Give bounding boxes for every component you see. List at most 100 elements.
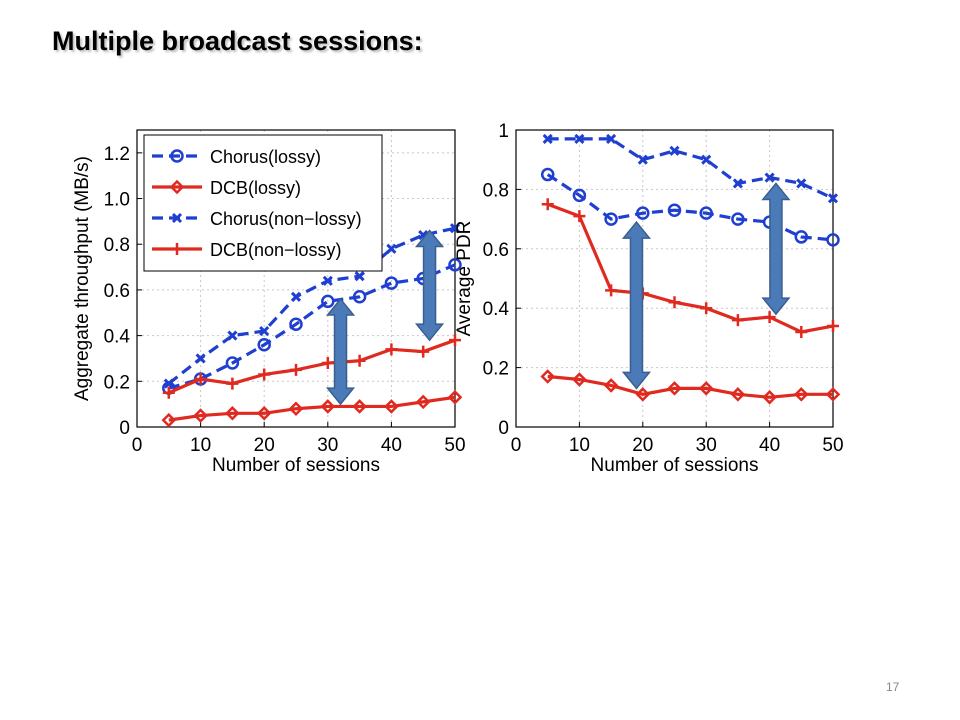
data-point bbox=[257, 338, 271, 352]
data-point bbox=[572, 188, 587, 203]
data-point bbox=[763, 311, 776, 324]
data-point bbox=[699, 206, 713, 220]
series-line bbox=[547, 137, 834, 200]
data-point bbox=[353, 354, 366, 367]
x-tick-label: 10 bbox=[569, 435, 590, 456]
data-point bbox=[259, 325, 270, 337]
series-line bbox=[168, 395, 456, 422]
data-point bbox=[258, 368, 271, 381]
double-arrow bbox=[621, 220, 652, 390]
data-point bbox=[352, 290, 367, 304]
series-line bbox=[167, 226, 456, 385]
data-point bbox=[700, 302, 713, 315]
legend-marker bbox=[171, 243, 183, 255]
data-point bbox=[827, 320, 839, 333]
data-point bbox=[195, 353, 206, 364]
series-line bbox=[168, 338, 456, 395]
data-point bbox=[825, 387, 841, 402]
data-point bbox=[730, 387, 746, 402]
data-point bbox=[635, 387, 651, 402]
x-axis-label: Number of sessions bbox=[212, 455, 380, 476]
data-point bbox=[226, 377, 239, 390]
data-point bbox=[162, 386, 175, 399]
data-point bbox=[572, 372, 587, 387]
series-line bbox=[546, 173, 834, 242]
data-point bbox=[447, 390, 463, 405]
data-point bbox=[796, 178, 807, 189]
y-tick-label: 0.8 bbox=[483, 180, 509, 201]
x-tick-label: 20 bbox=[632, 435, 653, 456]
y-tick-label: 0.4 bbox=[483, 299, 510, 320]
data-point bbox=[573, 210, 586, 223]
data-point bbox=[448, 258, 462, 272]
y-axis-label: Aggregate throughput (MB/s) bbox=[72, 156, 93, 401]
data-point bbox=[386, 243, 397, 254]
legend-marker bbox=[171, 212, 183, 224]
y-tick-label: 1 bbox=[498, 121, 509, 142]
series-line bbox=[547, 202, 834, 334]
data-point bbox=[384, 399, 399, 414]
data-point bbox=[637, 154, 648, 165]
y-tick-label: 0 bbox=[498, 418, 509, 439]
data-point bbox=[668, 296, 681, 309]
data-point bbox=[636, 206, 650, 220]
y-tick-label: 0.4 bbox=[104, 327, 131, 348]
legend-label: Chorus(non−lossy) bbox=[210, 209, 362, 229]
data-point bbox=[449, 223, 461, 234]
data-point bbox=[225, 356, 240, 370]
data-point bbox=[606, 133, 617, 144]
data-point bbox=[605, 284, 618, 297]
plot-frame bbox=[515, 129, 834, 428]
page-number: 17 bbox=[886, 680, 900, 694]
data-point bbox=[163, 378, 174, 389]
data-point bbox=[764, 172, 775, 183]
data-point bbox=[827, 193, 839, 204]
y-axis-label: Average PDR bbox=[454, 221, 475, 337]
data-point bbox=[415, 394, 431, 410]
x-axis-label: Number of sessions bbox=[591, 455, 759, 476]
series-line bbox=[168, 263, 456, 390]
x-tick-label: 0 bbox=[132, 435, 143, 456]
x-tick-label: 40 bbox=[381, 435, 402, 456]
data-point bbox=[604, 212, 618, 226]
data-point bbox=[227, 330, 238, 341]
data-point bbox=[540, 167, 555, 182]
data-point bbox=[352, 399, 367, 414]
data-point bbox=[731, 212, 745, 226]
data-point bbox=[321, 294, 335, 309]
x-tick-label: 30 bbox=[696, 435, 717, 456]
data-point bbox=[701, 154, 712, 165]
x-tick-label: 50 bbox=[444, 435, 465, 456]
x-tick-label: 10 bbox=[190, 435, 211, 456]
data-point bbox=[194, 373, 207, 386]
data-point bbox=[225, 406, 240, 421]
plot-frame bbox=[136, 129, 456, 428]
data-point bbox=[762, 390, 777, 405]
data-point bbox=[288, 401, 304, 416]
y-tick-label: 0.2 bbox=[104, 372, 130, 393]
legend-marker bbox=[170, 149, 184, 163]
data-point bbox=[541, 198, 554, 211]
data-point bbox=[603, 378, 619, 393]
y-tick-label: 0.8 bbox=[104, 235, 130, 256]
data-point bbox=[794, 230, 809, 244]
data-point bbox=[290, 363, 302, 376]
data-point bbox=[795, 325, 808, 338]
data-point bbox=[256, 406, 272, 421]
y-tick-label: 1.2 bbox=[104, 144, 130, 165]
data-point bbox=[384, 276, 399, 290]
legend-marker bbox=[169, 179, 185, 195]
data-point bbox=[289, 317, 303, 331]
legend-label: DCB(lossy) bbox=[210, 178, 301, 198]
data-point bbox=[698, 381, 714, 396]
data-point bbox=[574, 133, 585, 144]
data-point bbox=[731, 314, 744, 327]
data-point bbox=[732, 178, 743, 189]
data-point bbox=[826, 233, 840, 247]
double-arrow bbox=[414, 229, 445, 342]
slide-title: Multiple broadcast sessions: bbox=[52, 26, 423, 56]
y-tick-label: 0 bbox=[119, 418, 130, 439]
data-point bbox=[322, 275, 333, 286]
legend-label: Chorus(lossy) bbox=[210, 147, 321, 167]
data-point bbox=[320, 399, 336, 414]
